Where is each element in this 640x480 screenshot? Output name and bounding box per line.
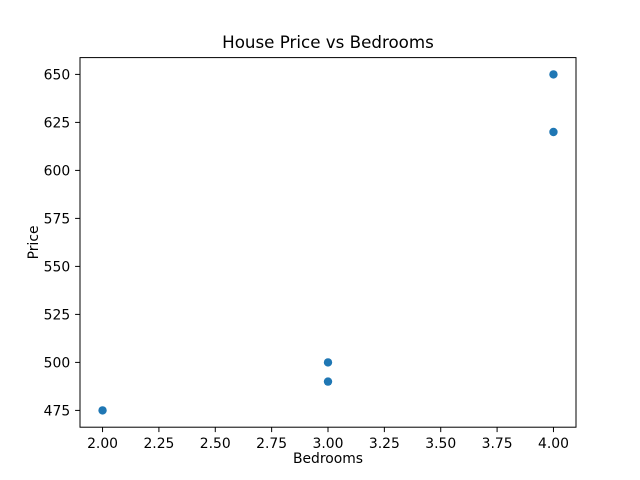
x-axis-label: Bedrooms (293, 451, 363, 467)
data-point (323, 358, 333, 367)
x-tick-label: 3.50 (425, 436, 456, 452)
data-points (98, 70, 558, 415)
y-tick-label: 475 (44, 403, 71, 419)
plot-frame (79, 57, 577, 428)
chart-title: House Price vs Bedrooms (222, 32, 434, 52)
x-tick-label: 2.00 (87, 436, 118, 452)
y-tick-label: 575 (44, 211, 71, 227)
data-point (549, 127, 558, 137)
data-point (323, 377, 333, 386)
y-tick-label: 600 (44, 163, 71, 179)
y-axis-label: Price (26, 225, 42, 259)
x-tick-label: 4.00 (538, 436, 569, 452)
axes-frame (79, 57, 577, 428)
axis-ticks: 2.00 2.25 2.50 2.75 3.00 3.25 3.50 3.75 4.00 475 5… (44, 67, 569, 452)
x-tick-label: 3.75 (482, 436, 513, 452)
y-tick-label: 650 (44, 67, 71, 83)
x-tick-label: 2.75 (256, 436, 287, 452)
y-tick-label: 500 (44, 355, 71, 371)
y-tick-label: 550 (44, 259, 71, 275)
x-tick-label: 3.25 (369, 436, 400, 452)
x-tick-label: 3.00 (313, 436, 344, 452)
y-tick-label: 525 (44, 307, 71, 323)
x-tick-label: 2.50 (200, 436, 231, 452)
y-tick-label: 625 (44, 115, 71, 131)
x-tick-label: 2.25 (143, 436, 174, 452)
data-point (98, 406, 107, 415)
data-point (549, 70, 558, 79)
